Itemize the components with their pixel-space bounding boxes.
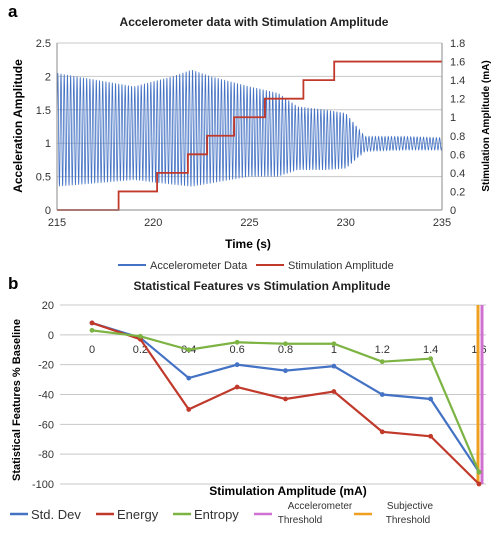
- chart-b-y-tick-label: -20: [38, 360, 54, 372]
- chart-a-x-tick-label: 215: [48, 217, 66, 229]
- legend-b-energy-label: Energy: [117, 507, 159, 522]
- chart-b-y-tick-label: -100: [32, 479, 54, 491]
- chart-a-x-tick-label: 220: [144, 217, 162, 229]
- chart-a-y-tick-label: 0: [45, 205, 51, 217]
- chart-a-y2-tick-label: 0.6: [450, 149, 465, 161]
- chart-b-energy-point: [476, 481, 482, 487]
- chart-b-x-tick-label: 0.6: [229, 344, 244, 356]
- chart-b-entropy-point: [476, 469, 482, 475]
- legend-b-subj-threshold-line2: Threshold: [386, 515, 430, 526]
- chart-b-entropy-point: [234, 339, 240, 345]
- chart-a-title: Accelerometer data with Stimulation Ampl…: [120, 15, 389, 29]
- legend-b-entropy-label: Entropy: [194, 507, 239, 522]
- chart-b-x-tick-label: 1.2: [375, 344, 390, 356]
- chart-b-std-point: [283, 368, 288, 374]
- chart-b-energy-point: [379, 429, 385, 435]
- chart-b-std-point: [234, 362, 240, 368]
- chart-a-y2-tick-label: 1.4: [450, 75, 465, 87]
- chart-b-energy-point: [331, 389, 337, 394]
- chart-b-x-tick-label: 0.8: [278, 344, 293, 356]
- chart-b-entropy-point: [186, 347, 192, 353]
- panel-a-letter: a: [8, 2, 18, 21]
- chart-a-x-tick-label: 235: [433, 217, 451, 229]
- chart-b-x-tick-label: 1: [331, 344, 337, 356]
- chart-b-y-tick-label: -60: [38, 419, 54, 431]
- chart-b-y-tick-label: -40: [38, 390, 54, 402]
- chart-a-y-tick-label: 2.5: [36, 38, 51, 50]
- chart-b-x-tick-label: 0: [89, 344, 95, 356]
- chart-a-y2-tick-label: 1.6: [450, 57, 465, 69]
- chart-b-gridlines: [60, 304, 486, 485]
- chart-a-x-axis-title: Time (s): [225, 237, 271, 251]
- chart-b-energy-point: [89, 320, 95, 326]
- chart-a-y2-ticks: 0 0.2 0.4 0.6 0.8 1 1.2 1.4 1.6 1.8: [450, 38, 465, 217]
- chart-a-y2-tick-label: 0.2: [450, 186, 465, 198]
- chart-a-y2-axis-title: Stimulation Amplitude (mA): [481, 60, 492, 191]
- chart-b-series: [89, 320, 482, 487]
- chart-b-y-tick-label: 0: [48, 330, 54, 342]
- chart-a-y2-tick-label: 0: [450, 205, 456, 217]
- chart-b-std-point: [428, 396, 434, 402]
- chart-a-y-axis-title: Acceleration Amplitude: [11, 59, 25, 193]
- chart-a-y2-tick-label: 1.8: [450, 38, 465, 50]
- chart-b-title: Statistical Features vs Stimulation Ampl…: [134, 279, 391, 293]
- chart-b-entropy-point: [89, 327, 95, 333]
- chart-b-y-axis-title: Statistical Features % Baseline: [11, 319, 23, 481]
- chart-a-y2-tick-label: 0.4: [450, 168, 465, 180]
- legend-b-accel-threshold-line1: Accelerometer: [288, 501, 353, 512]
- chart-a-y-tick-label: 1.5: [36, 105, 51, 117]
- chart-b-entropy-point: [283, 341, 288, 347]
- legend-a-accel-label: Accelerometer Data: [150, 260, 248, 272]
- chart-a-y2-tick-label: 1: [450, 112, 456, 124]
- chart-a-x-tick-label: 225: [240, 217, 258, 229]
- chart-b-x-axis-title: Stimulation Amplitude (mA): [209, 484, 367, 498]
- chart-b-energy-point: [234, 384, 240, 390]
- chart-b-entropy-point: [428, 356, 434, 362]
- chart-a-stimulation-line: [57, 60, 442, 211]
- chart-b-energy-point: [428, 433, 434, 439]
- chart-b-thresholds: [476, 305, 484, 484]
- chart-b-energy-point: [283, 396, 288, 402]
- chart-a-accelerometer-line: [56, 69, 443, 187]
- chart-b-x-tick-label: 1.4: [423, 344, 438, 356]
- chart-a-y-tick-label: 2: [45, 71, 51, 83]
- chart-b-std-point: [186, 375, 192, 381]
- chart-a-y-tick-label: 0.5: [36, 172, 51, 184]
- chart-a-series: [56, 60, 443, 211]
- panel-b-letter: b: [8, 274, 18, 293]
- chart-b-std-point: [331, 363, 337, 369]
- chart-a-y-tick-label: 1: [45, 138, 51, 150]
- chart-b-y-ticks: 20 0 -20 -40 -60 -80 -100: [32, 300, 54, 491]
- chart-b-y-tick-label: -80: [38, 449, 54, 461]
- legend-a-stim-label: Stimulation Amplitude: [288, 260, 394, 272]
- chart-b-std-point: [379, 392, 385, 397]
- chart-b-entropy-point: [379, 359, 385, 365]
- legend-b-accel-threshold-line2: Threshold: [278, 515, 322, 526]
- chart-a-y2-tick-label: 1.2: [450, 94, 465, 106]
- chart-a-x-tick-label: 230: [337, 217, 355, 229]
- chart-a-y-ticks: 0 0.5 1 1.5 2 2.5: [36, 38, 51, 217]
- chart-b-entropy-point: [331, 341, 337, 347]
- chart-b-entropy-point: [137, 333, 143, 339]
- chart-a-x-ticks: 215 220 225 230 235: [48, 217, 451, 229]
- chart-b-energy-point: [186, 407, 192, 412]
- chart-b-x-tick-label: 0.2: [133, 344, 148, 356]
- legend-b-subj-threshold-line1: Subjective: [387, 501, 434, 512]
- chart-a-axes: [56, 43, 443, 211]
- chart-b-y-tick-label: 20: [42, 300, 54, 312]
- legend-b-std-label: Std. Dev: [31, 507, 81, 522]
- chart-a-y2-tick-label: 0.8: [450, 131, 465, 143]
